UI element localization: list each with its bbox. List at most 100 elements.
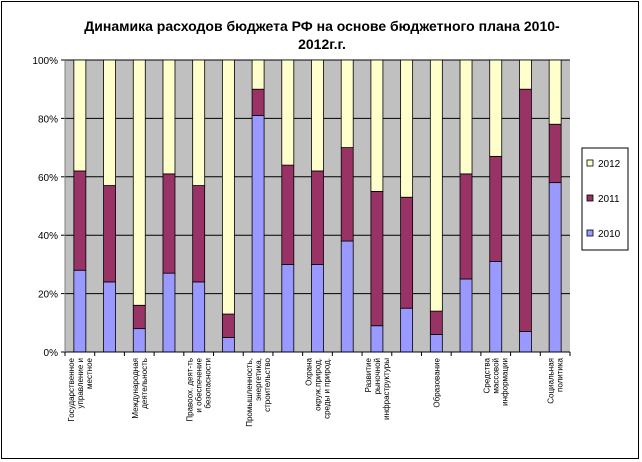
bar-2010-9 [340,240,354,353]
bar-2011-9 [340,147,354,242]
bar-2010-15 [519,331,532,353]
x-tick-label-4: Правоох. деят-ть и обеспечение безопасност… [186,357,213,421]
legend-swatch-2011 [586,194,594,202]
bar-2010-11 [400,307,414,353]
legend: 2012 2011 2010 [581,147,629,251]
bar-2011-5 [221,313,235,338]
bar-2011-12 [429,310,443,335]
y-tick-label: 0% [44,348,59,359]
y-tick-label: 20% [38,290,58,301]
x-tick-label-line: Государственное [67,357,76,421]
bar-2012-6 [251,59,265,90]
bar-2010-5 [221,336,235,353]
bar-2010-14 [489,261,503,353]
x-tick-label-12: Образование [432,357,441,407]
x-tick-label-line: среды и природ. [323,358,332,419]
bar-2010-4 [192,281,206,353]
bar-2011-7 [281,164,295,265]
bar-2011-1 [103,185,116,283]
bar-2011-10 [370,190,384,327]
y-tick-label: 60% [38,173,58,184]
bar-2012-1 [103,59,116,186]
x-tick-label-line: и обеспечение [195,357,204,412]
x-tick-label-0: Государственное управление и местное [67,357,94,421]
x-tick-label-line: окруж.природ. [314,358,323,411]
x-tick-label-line: управление и [76,358,85,408]
legend-label-2012: 2012 [598,159,621,170]
legend-swatch-2010 [586,229,594,237]
x-tick-label-line: Охрана [305,357,314,385]
x-tick-label-line: строительство [263,357,272,411]
bar-2012-5 [221,59,235,315]
x-tick-label-14: Средства массовой информации [483,357,510,405]
bar-2010-16 [548,182,562,353]
x-tick-label-line: местное [85,357,94,388]
x-tick-label-line: энергетика, [254,358,263,401]
bar-2010-7 [281,263,295,353]
x-tick-label-line: Развитие [364,357,373,392]
bar-2010-12 [429,334,443,353]
x-tick-label-line: Средства [483,357,492,393]
y-tick-label: 80% [38,114,58,125]
bar-2011-4 [192,185,206,283]
x-tick-label-line: Международная [131,358,140,419]
bar-2010-8 [311,263,324,353]
bars [73,59,562,353]
legend-label-2011: 2011 [598,194,620,205]
x-tick-label-line: массовой [492,358,501,394]
bar-2010-3 [162,272,176,353]
x-tick-label-line: деятельность [140,358,149,409]
bar-2012-14 [489,59,503,157]
x-tick-label-2: Международная деятельность [131,358,149,419]
y-tick-label: 40% [38,231,58,242]
bar-2011-0 [73,170,87,271]
x-tick-label-8: Охрана окруж.природ. среды и природ. [305,357,332,418]
bar-2012-15 [519,59,532,90]
x-tick-label-line: Социальная [547,358,556,404]
bar-2012-13 [459,59,473,175]
bar-2012-16 [548,59,562,125]
bar-2012-2 [132,59,146,306]
bar-2011-16 [548,123,562,184]
legend-swatch-2012 [586,159,594,167]
x-tick-label-line: безопасности [204,358,213,409]
x-tick-label-line: Образование [432,357,441,407]
bar-2010-10 [370,325,384,353]
bar-2011-15 [519,88,532,332]
bar-2012-8 [311,59,324,172]
bar-2010-0 [73,269,87,353]
chart-title-line-0: Динамика расходов бюджета РФ на основе б… [84,18,560,34]
x-tick-label-16: Социальная политика [547,357,565,403]
bar-2012-9 [340,59,354,148]
bar-2012-0 [73,59,87,172]
bar-2011-13 [459,173,473,280]
x-tick-label-6: Промышленность, энергетика, строительство [245,357,272,426]
bar-2012-4 [192,59,206,186]
y-tick-label: 100% [32,56,58,67]
x-tick-label-line: Промышленность, [245,358,254,427]
bar-2012-3 [162,59,176,175]
x-tick-label-line: политика [556,357,565,392]
x-tick-label-line: рыночной [373,358,382,394]
bar-2011-14 [489,155,503,262]
bar-2011-11 [400,196,414,309]
y-axis-ticks: 0% 20% 40% 60% 80% 100% [32,56,65,359]
chart-title: Динамика расходов бюджета РФ на основе б… [84,18,560,52]
bar-2012-7 [281,59,295,166]
category-labels: Государственное управление и местное Междун… [67,357,565,426]
bar-2010-13 [459,278,473,353]
bar-2010-1 [103,281,116,353]
bar-2011-6 [251,88,265,116]
bar-2010-6 [251,115,265,353]
x-tick-label-line: Правоох. деят-ть [186,358,195,422]
bar-2010-2 [132,328,146,353]
x-tick-label-line: инфраструктуры [382,358,391,420]
chart-title-line-1: 2012г.г. [298,36,346,52]
bar-2011-3 [162,173,176,274]
bar-2012-12 [429,59,443,312]
x-tick-label-line: информации [501,358,510,406]
bar-2011-2 [132,304,146,330]
bar-2012-11 [400,59,414,198]
